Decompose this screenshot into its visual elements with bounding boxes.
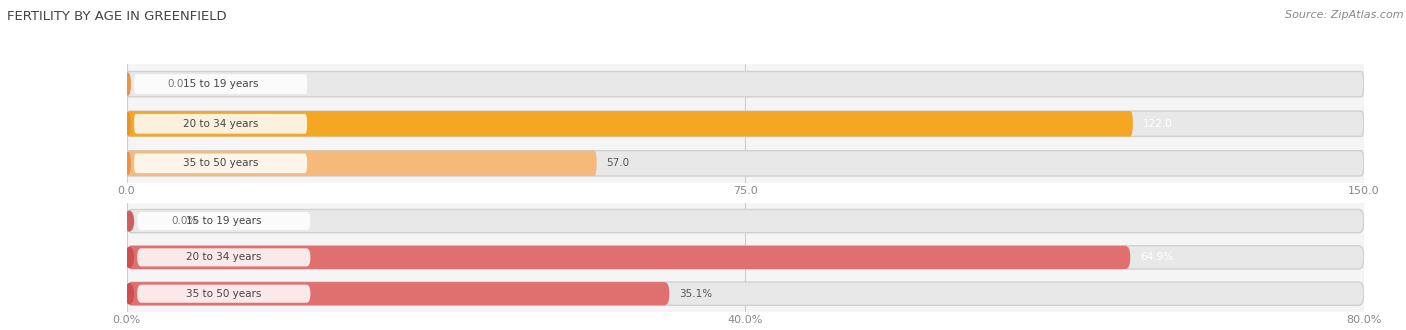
Circle shape [125, 113, 131, 135]
Text: 20 to 34 years: 20 to 34 years [183, 119, 259, 129]
FancyBboxPatch shape [127, 282, 1364, 305]
FancyBboxPatch shape [134, 153, 307, 173]
FancyBboxPatch shape [127, 111, 1364, 136]
FancyBboxPatch shape [134, 114, 307, 134]
FancyBboxPatch shape [138, 248, 311, 266]
FancyBboxPatch shape [127, 210, 1364, 233]
Circle shape [125, 211, 134, 231]
Text: 0.0: 0.0 [167, 79, 184, 89]
FancyBboxPatch shape [138, 285, 311, 303]
Text: 15 to 19 years: 15 to 19 years [183, 79, 259, 89]
Text: 0.0%: 0.0% [172, 216, 197, 226]
Circle shape [125, 248, 134, 267]
FancyBboxPatch shape [134, 74, 307, 94]
FancyBboxPatch shape [127, 246, 1364, 269]
Text: 57.0: 57.0 [606, 158, 630, 168]
Text: 64.9%: 64.9% [1140, 252, 1173, 262]
FancyBboxPatch shape [127, 246, 1130, 269]
FancyBboxPatch shape [127, 72, 1364, 97]
Text: 35 to 50 years: 35 to 50 years [183, 158, 259, 168]
Text: 122.0: 122.0 [1143, 119, 1173, 129]
FancyBboxPatch shape [127, 111, 1133, 136]
Circle shape [125, 73, 131, 95]
Text: 35.1%: 35.1% [679, 289, 713, 299]
Text: 20 to 34 years: 20 to 34 years [186, 252, 262, 262]
FancyBboxPatch shape [138, 212, 311, 230]
Circle shape [125, 152, 131, 174]
Circle shape [125, 284, 134, 304]
Text: Source: ZipAtlas.com: Source: ZipAtlas.com [1285, 10, 1403, 20]
FancyBboxPatch shape [127, 151, 596, 176]
Text: 35 to 50 years: 35 to 50 years [186, 289, 262, 299]
Text: FERTILITY BY AGE IN GREENFIELD: FERTILITY BY AGE IN GREENFIELD [7, 10, 226, 23]
FancyBboxPatch shape [127, 282, 669, 305]
FancyBboxPatch shape [127, 151, 1364, 176]
Text: 15 to 19 years: 15 to 19 years [186, 216, 262, 226]
